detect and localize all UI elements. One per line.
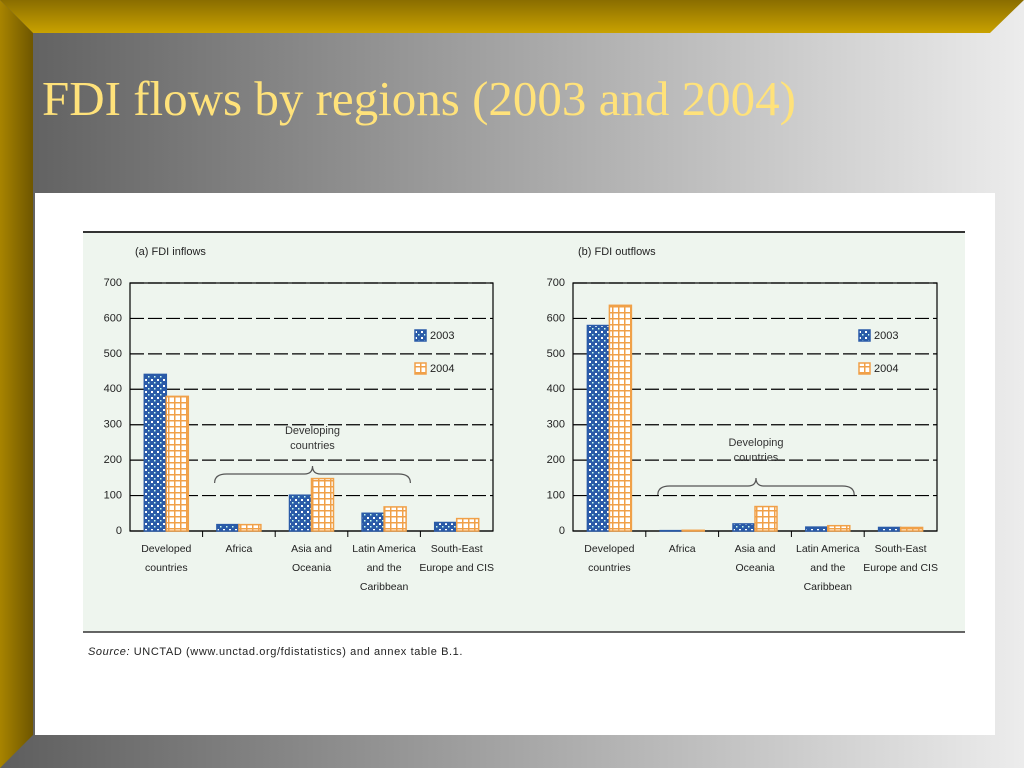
- source: Source: UNCTAD (www.unctad.org/fdistatis…: [88, 646, 463, 658]
- y-tick-label: 600: [547, 312, 565, 324]
- bar: [827, 524, 851, 532]
- x-tick-label: Asia and Oceania: [734, 543, 776, 574]
- y-tick-label: 500: [547, 348, 565, 360]
- bar: [433, 521, 458, 532]
- bar: [165, 395, 190, 532]
- legend-swatch: [858, 362, 871, 375]
- y-tick-label: 0: [116, 525, 122, 537]
- frame-left: [0, 0, 33, 768]
- x-tick-label: Africa: [668, 543, 696, 555]
- bar: [805, 526, 829, 532]
- bar: [732, 523, 756, 532]
- x-tick-label: Asia and Oceania: [291, 543, 332, 574]
- bar: [383, 506, 407, 532]
- bar: [310, 477, 335, 532]
- x-tick-label: Developed countries: [141, 543, 192, 574]
- frame-top: [0, 0, 1024, 33]
- legend-swatch: [414, 329, 427, 342]
- y-tick-label: 700: [547, 277, 565, 289]
- y-tick-label: 200: [547, 454, 565, 466]
- legend-label: 2004: [430, 363, 454, 375]
- bar: [877, 526, 902, 532]
- legend-label: 2003: [874, 330, 898, 342]
- slide-title: FDI flows by regions (2003 and 2004): [42, 71, 796, 126]
- chart-title: (a) FDI inflows: [135, 246, 206, 258]
- x-tick-label: Developed countries: [584, 543, 635, 574]
- x-tick-label: South-East Europe and CIS: [863, 543, 938, 574]
- bar: [681, 529, 705, 532]
- bar: [216, 523, 240, 532]
- bar: [361, 512, 385, 532]
- y-tick-label: 300: [104, 419, 122, 431]
- y-tick-label: 0: [559, 525, 565, 537]
- y-tick-label: 500: [104, 348, 122, 360]
- source-text: UNCTAD (www.unctad.org/fdistatistics) an…: [133, 646, 464, 658]
- legend-label: 2004: [874, 363, 898, 375]
- x-tick-label: Latin America and the Caribbean: [352, 543, 416, 593]
- chart-panel: [83, 232, 965, 632]
- x-tick-label: Africa: [225, 543, 253, 555]
- source-label: Source:: [88, 646, 131, 658]
- bar: [899, 526, 924, 532]
- bar: [143, 373, 168, 532]
- bar: [455, 517, 480, 532]
- chart-title: (b) FDI outflows: [578, 246, 656, 258]
- brace: [657, 477, 855, 496]
- bar: [238, 523, 262, 532]
- bar: [288, 494, 313, 532]
- y-tick-label: 400: [547, 383, 565, 395]
- legend-swatch: [414, 362, 427, 375]
- bar: [754, 505, 778, 532]
- y-tick-label: 300: [547, 419, 565, 431]
- x-tick-label: Latin America and the Caribbean: [795, 543, 860, 593]
- y-tick-label: 600: [104, 312, 122, 324]
- legend-swatch: [858, 329, 871, 342]
- annotation: Developing countries: [728, 437, 784, 464]
- bar: [586, 324, 611, 532]
- y-tick-label: 100: [104, 489, 122, 501]
- brace: [214, 465, 411, 484]
- legend-label: 2003: [430, 330, 454, 342]
- y-tick-label: 200: [104, 454, 122, 466]
- x-tick-label: South-East Europe and CIS: [419, 543, 495, 574]
- bar: [608, 304, 633, 532]
- annotation: Developing countries: [284, 425, 341, 452]
- y-tick-label: 400: [104, 383, 122, 395]
- y-tick-label: 700: [104, 277, 122, 289]
- y-tick-label: 100: [547, 489, 565, 501]
